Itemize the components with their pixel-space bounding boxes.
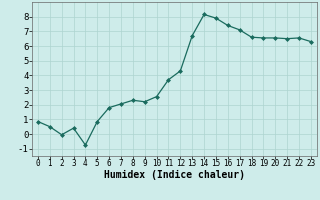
X-axis label: Humidex (Indice chaleur): Humidex (Indice chaleur) (104, 170, 245, 180)
